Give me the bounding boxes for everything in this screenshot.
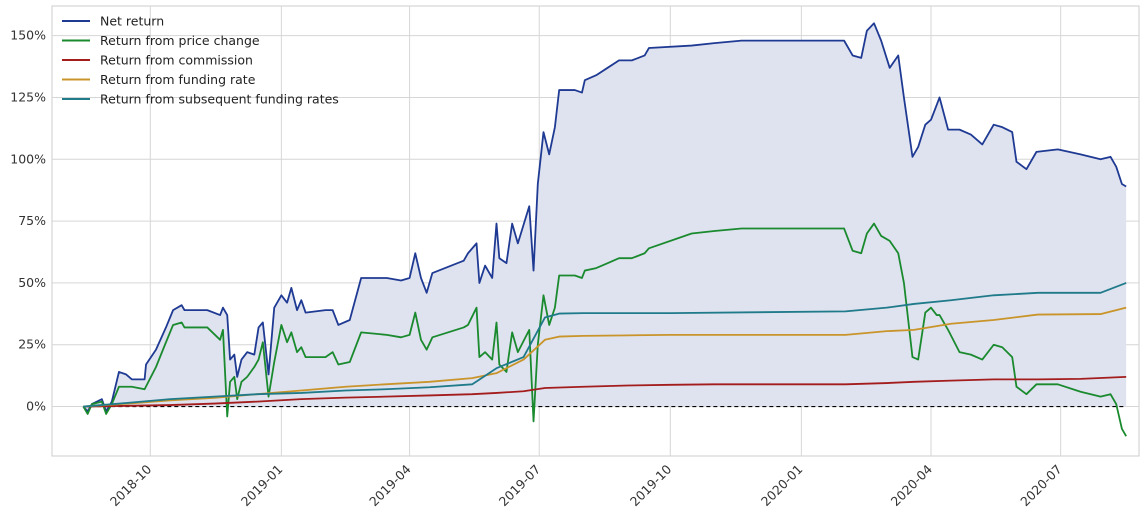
x-tick-label: 2020-07 [1017,462,1065,510]
series-lines [82,22,1127,437]
series-line-return-from-price-change [82,222,1127,437]
y-axis: 0% 25% 50% 75% 100% 125% 150% [10,28,46,414]
x-tick-label: 2019-07 [496,462,544,510]
legend-label: Return from funding rate [100,72,256,87]
x-tick-label: 2019-10 [627,461,675,509]
y-tick-label: 75% [18,213,46,228]
legend-item-net-return: Net return [62,14,164,29]
y-tick-label: 100% [10,151,46,166]
x-tick-label: 2020-04 [888,461,936,509]
series-line-return-from-subsequent-funding-rates [83,282,1127,408]
legend-label: Return from commission [100,53,253,68]
legend-item-return-from-funding-rate: Return from funding rate [62,72,256,87]
y-tick-label: 0% [26,399,46,414]
y-tick-label: 25% [18,337,46,352]
legend-item-return-from-price-change: Return from price change [62,33,260,48]
y-tick-label: 150% [10,28,46,43]
x-tick-label: 2018-10 [107,461,155,509]
x-tick-label: 2019-04 [366,461,414,509]
legend-label: Net return [100,14,164,29]
series-line-return-from-commission [83,375,1127,408]
legend: Net return Return from price change Return… [62,14,339,107]
series-line-net-return [82,22,1127,413]
net-return-fill-area [83,23,1127,412]
x-tick-label: 2019-01 [238,462,286,510]
legend-item-return-from-commission: Return from commission [62,53,253,68]
y-tick-label: 125% [10,89,46,104]
legend-label: Return from price change [100,33,260,48]
legend-item-return-from-subsequent-funding-rates: Return from subsequent funding rates [62,92,339,107]
legend-label: Return from subsequent funding rates [100,92,339,107]
x-axis: 2018-10 2019-01 2019-04 2019-07 2019-10 2020-… [107,461,1065,509]
y-tick-label: 50% [18,275,46,290]
x-tick-label: 2020-01 [758,462,806,510]
